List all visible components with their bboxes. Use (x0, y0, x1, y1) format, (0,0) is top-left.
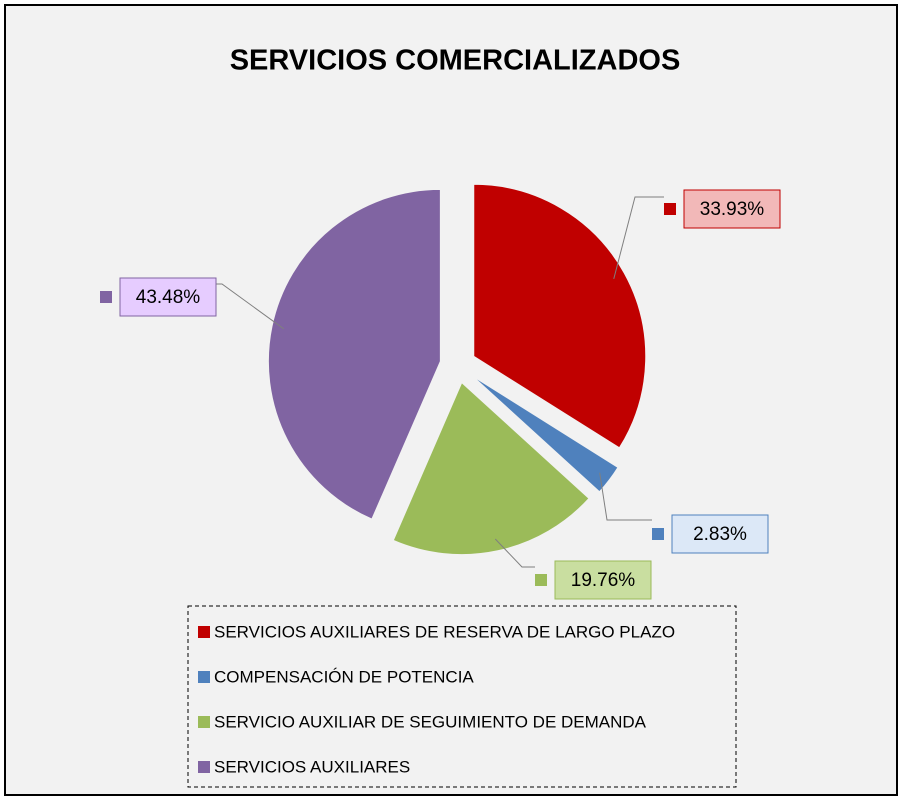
leader-line (613, 196, 664, 280)
data-label: 19.76% (571, 570, 636, 591)
legend-swatch (198, 626, 210, 638)
pie-slice (267, 188, 441, 520)
legend-swatch (198, 761, 210, 773)
legend-label: SERVICIO AUXILIAR DE SEGUIMIENTO DE DEMA… (214, 712, 647, 731)
legend-label: SERVICIOS AUXILIARES (214, 757, 410, 776)
pie-slice (392, 381, 590, 556)
legend-label: COMPENSACIÓN DE POTENCIA (214, 667, 474, 686)
leader-line (599, 472, 652, 521)
leader-line (216, 283, 285, 330)
pie-slice (473, 183, 647, 449)
data-label: 33.93% (700, 199, 765, 220)
label-box (554, 560, 652, 600)
label-marker (664, 203, 676, 215)
data-label: 43.48% (136, 287, 201, 308)
legend-label: SERVICIOS AUXILIARES DE RESERVA DE LARGO… (214, 622, 675, 641)
label-box (683, 189, 781, 229)
label-box (119, 277, 217, 317)
chart-frame (4, 4, 898, 796)
data-label: 2.83% (693, 524, 747, 545)
label-marker (100, 291, 112, 303)
label-marker (535, 574, 547, 586)
label-box (671, 514, 769, 554)
pie-slice (471, 375, 619, 493)
leader-line (494, 538, 535, 568)
legend-swatch (198, 716, 210, 728)
chart-title: SERVICIOS COMERCIALIZADOS (230, 45, 681, 77)
label-marker (652, 528, 664, 540)
legend-box (187, 605, 737, 788)
legend-swatch (198, 671, 210, 683)
